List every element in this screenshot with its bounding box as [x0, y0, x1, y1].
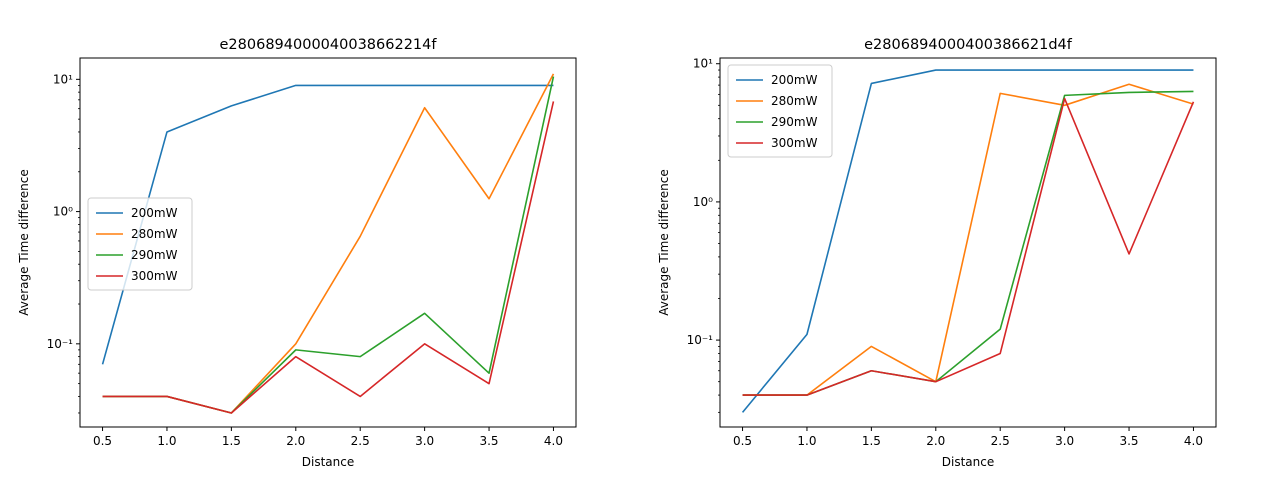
series-line-300mW: [742, 97, 1195, 396]
x-tick-label: 2.0: [286, 434, 305, 448]
x-tick-label: 1.5: [222, 434, 241, 448]
legend-box: [727, 64, 833, 158]
legend-label-200mW: 200mW: [131, 206, 178, 220]
x-tick-label: 0.5: [93, 434, 112, 448]
legend: 200mW 280mW 290mW 300mW: [727, 64, 833, 158]
legend-box: [87, 197, 193, 291]
y-tick-label: 10¹: [693, 57, 713, 71]
legend: 200mW 280mW 290mW 300mW: [87, 197, 193, 291]
plot-frame: [79, 57, 577, 428]
chart-title: e2806894000040038662214f: [220, 37, 438, 53]
x-axis-label: Distance: [942, 455, 994, 469]
x-tick-label: 4.0: [1184, 434, 1203, 448]
series-line-200mW: [101, 84, 554, 365]
x-tick-label: 2.5: [991, 434, 1010, 448]
y-tick-label: 10⁻¹: [687, 333, 714, 347]
chart-left: 0.5 1.0 1.5 2.0 2.5 3.0 3.5 4.0 10⁻¹ 10⁰ 10¹ e28068…: [17, 37, 577, 469]
y-tick-label: 10⁰: [693, 195, 713, 209]
x-tick-label: 3.0: [1055, 434, 1074, 448]
x-axis-label: Distance: [302, 455, 354, 469]
x-tick-label: 3.5: [479, 434, 498, 448]
series-line-200mW: [741, 69, 1194, 413]
x-tick-label: 2.0: [926, 434, 945, 448]
x-tick-label: 1.0: [797, 434, 816, 448]
chart-title: e2806894000400386621d4f: [864, 37, 1073, 53]
legend-label-300mW: 300mW: [131, 269, 178, 283]
x-tick-label: 1.0: [157, 434, 176, 448]
legend-label-280mW: 280mW: [131, 227, 178, 241]
y-tick-label: 10⁰: [53, 205, 73, 219]
chart-right: 0.5 1.0 1.5 2.0 2.5 3.0 3.5 4.0 10⁻¹ 10⁰ 10¹ e28068…: [657, 37, 1217, 469]
x-tick-label: 4.0: [544, 434, 563, 448]
x-tick-label: 0.5: [733, 434, 752, 448]
y-axis-label: Average Time difference: [17, 169, 31, 316]
y-axis-label: Average Time difference: [657, 169, 671, 316]
series-line-280mW: [742, 83, 1194, 396]
y-tick-label: 10⁻¹: [47, 337, 74, 351]
legend-label-290mW: 290mW: [771, 115, 818, 129]
legend-label-290mW: 290mW: [131, 248, 178, 262]
x-tick-label: 1.5: [862, 434, 881, 448]
x-tick-label: 3.0: [415, 434, 434, 448]
legend-label-200mW: 200mW: [771, 73, 818, 87]
series-line-300mW: [102, 101, 555, 414]
y-tick-label: 10¹: [53, 72, 73, 86]
x-tick-label: 3.5: [1119, 434, 1138, 448]
plot-frame: [719, 57, 1217, 428]
legend-label-300mW: 300mW: [771, 136, 818, 150]
x-tick-label: 2.5: [351, 434, 370, 448]
legend-label-280mW: 280mW: [771, 94, 818, 108]
